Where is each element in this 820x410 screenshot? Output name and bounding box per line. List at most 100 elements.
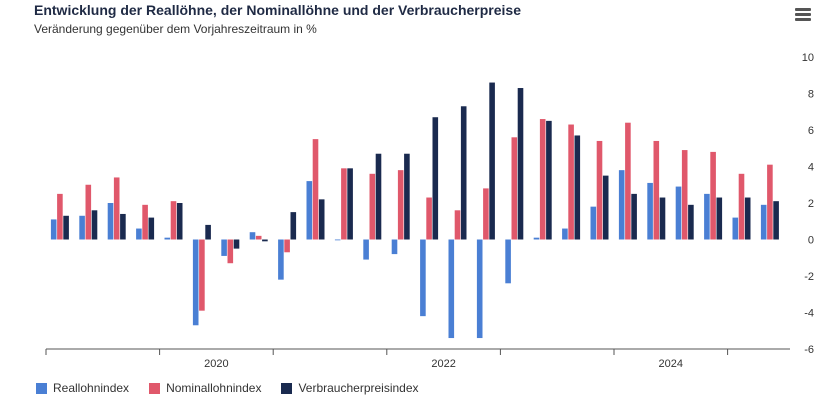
bar-cpi: [262, 239, 268, 242]
hamburger-menu-icon[interactable]: [795, 8, 811, 22]
y-tick-label: 6: [808, 125, 814, 137]
bar-nominal: [312, 139, 319, 240]
bar-cpi: [205, 224, 211, 240]
y-tick-label: 8: [808, 89, 814, 101]
legend-item-real[interactable]: Reallohnindex: [36, 381, 129, 395]
bar-cpi: [404, 153, 410, 240]
bar-real: [732, 217, 739, 240]
bar-nominal: [710, 151, 716, 240]
chart-canvas: -6 -4 -2 0 2 4 6 8 10 2020 2022 2024: [45, 52, 814, 370]
bar-nominal: [653, 140, 660, 240]
bar-nominal: [681, 150, 688, 240]
bar-real: [107, 203, 114, 240]
bar-cpi: [489, 82, 495, 240]
legend-swatch-real: [36, 382, 47, 394]
bar-real: [675, 186, 682, 240]
bar-real: [50, 219, 57, 240]
bar-nominal: [568, 124, 574, 240]
bar-real: [420, 239, 426, 317]
legend-item-cpi[interactable]: Verbraucherpreisindex: [281, 381, 419, 395]
bar-real: [391, 239, 398, 255]
bar-real: [590, 206, 597, 240]
bar-cpi: [659, 197, 666, 240]
bar-nominal: [284, 239, 290, 253]
bar-real: [704, 193, 710, 240]
y-tick-label: 4: [808, 162, 814, 174]
bar-real: [334, 239, 341, 241]
bar-cpi: [233, 239, 240, 249]
legend-label-cpi: Verbraucherpreisindex: [298, 381, 419, 395]
legend-swatch-nominal: [149, 382, 161, 394]
y-tick-label: -4: [804, 308, 814, 320]
bar-cpi: [546, 120, 552, 240]
bar-nominal: [625, 122, 631, 240]
bar-real: [249, 232, 256, 240]
bar-cpi: [744, 197, 751, 240]
bar-cpi: [631, 193, 637, 240]
bar-nominal: [454, 210, 461, 240]
bar-cpi: [63, 215, 69, 240]
bar-nominal: [85, 184, 92, 240]
bar-real: [448, 239, 455, 339]
bar-nominal: [397, 170, 404, 240]
bar-real: [192, 239, 199, 326]
bar-cpi: [716, 197, 723, 240]
bar-cpi: [602, 175, 609, 240]
bar-real: [363, 239, 369, 260]
bar-real: [136, 228, 142, 240]
x-tick-label: 2020: [204, 358, 228, 370]
bar-cpi: [347, 168, 353, 240]
x-tick-label: 2024: [659, 358, 683, 370]
legend-item-nominal[interactable]: Nominallohnindex: [149, 381, 261, 395]
bar-nominal: [511, 137, 518, 240]
bar-cpi: [290, 212, 297, 240]
bar-cpi: [318, 199, 325, 240]
chart-title: Entwicklung der Reallöhne, der Nominallö…: [34, 2, 521, 18]
legend-swatch-cpi: [281, 382, 293, 394]
bar-cpi: [91, 210, 98, 240]
bar-cpi: [773, 201, 779, 240]
bar-real: [476, 239, 483, 339]
bar-nominal: [341, 168, 347, 240]
legend-label-real: Reallohnindex: [53, 381, 130, 395]
chart-subtitle: Veränderung gegenüber dem Vorjahreszeitr…: [34, 22, 317, 36]
x-tick-label: 2022: [431, 358, 455, 370]
bar-real: [533, 237, 540, 240]
bar-cpi: [120, 213, 126, 240]
y-tick-label: 2: [808, 198, 814, 210]
bar-nominal: [738, 173, 745, 240]
bar-real: [306, 181, 313, 240]
bar-cpi: [460, 106, 467, 240]
bar-real: [221, 239, 227, 256]
chart-legend: Reallohnindex Nominallohnindex Verbrauch…: [36, 381, 419, 395]
bar-nominal: [483, 188, 489, 240]
bar-nominal: [113, 177, 120, 240]
bar-cpi: [375, 153, 382, 240]
bar-nominal: [539, 119, 546, 240]
bar-real: [505, 239, 511, 284]
bar-real: [164, 237, 171, 240]
bar-real: [618, 170, 625, 240]
legend-label-nominal: Nominallohnindex: [166, 381, 262, 395]
bar-real: [760, 204, 767, 240]
bar-nominal: [227, 239, 234, 264]
bar-real: [278, 239, 284, 280]
bar-nominal: [369, 173, 376, 240]
bar-nominal: [596, 140, 603, 240]
bar-cpi: [517, 88, 524, 240]
bar-nominal: [426, 197, 432, 240]
bar-real: [647, 182, 653, 240]
bar-real: [79, 215, 85, 240]
bar-real: [562, 228, 568, 240]
bar-nominal: [142, 204, 148, 240]
bar-cpi: [176, 203, 183, 240]
bar-cpi: [688, 204, 694, 240]
bar-nominal: [170, 201, 177, 240]
bar-nominal: [767, 164, 773, 240]
y-tick-label: 0: [808, 235, 814, 247]
y-tick-label: -6: [804, 344, 814, 356]
y-tick-label: 10: [802, 52, 814, 64]
y-tick-label: -2: [804, 271, 814, 283]
bar-nominal: [199, 239, 205, 311]
bar-nominal: [255, 235, 262, 240]
